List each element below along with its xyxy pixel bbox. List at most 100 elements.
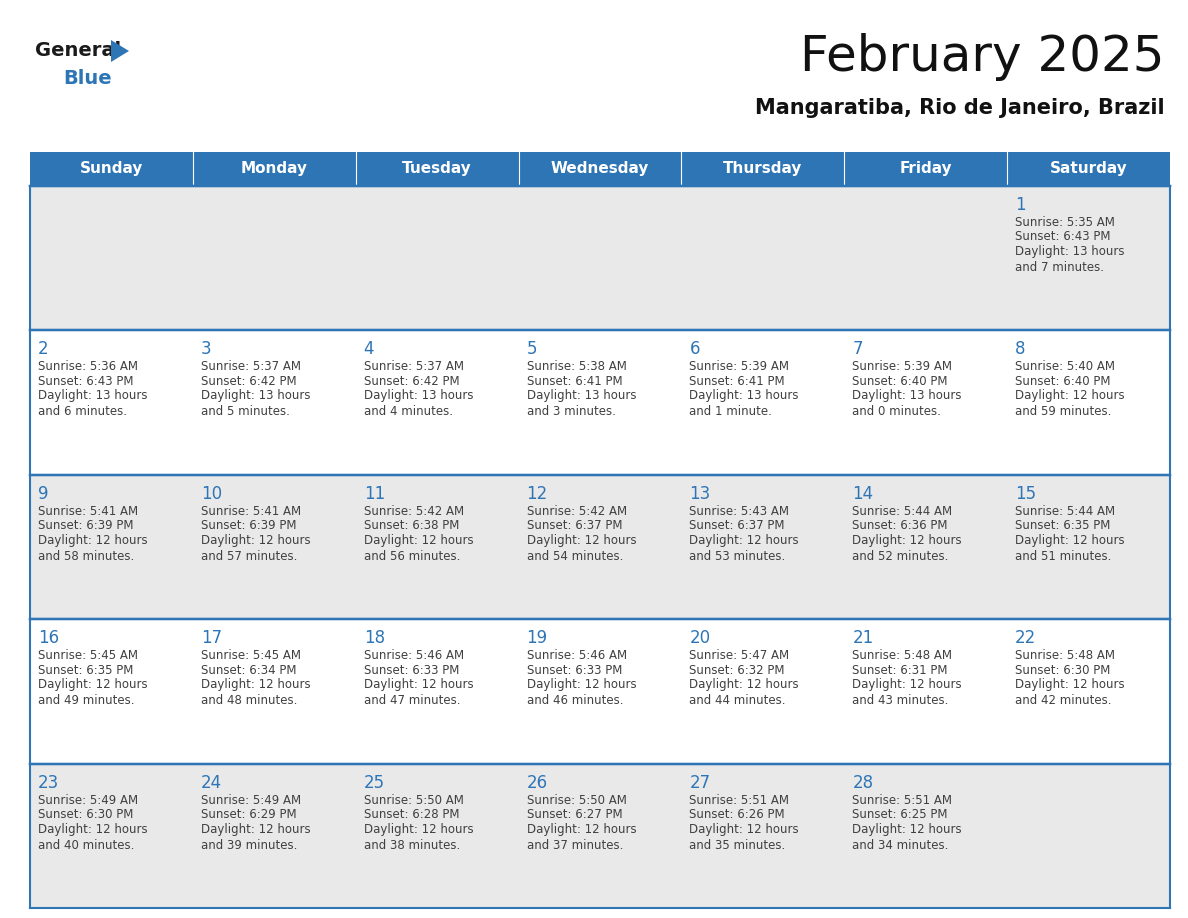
Bar [845, 152, 1007, 186]
Text: Thursday: Thursday [723, 162, 803, 176]
Bar [1007, 620, 1170, 764]
Text: Sunrise: 5:47 AM: Sunrise: 5:47 AM [689, 649, 790, 662]
Text: Sunset: 6:30 PM: Sunset: 6:30 PM [1015, 664, 1111, 677]
Text: Sunrise: 5:48 AM: Sunrise: 5:48 AM [1015, 649, 1116, 662]
Bar [192, 186, 355, 330]
Text: Sunday: Sunday [80, 162, 143, 176]
Text: 8: 8 [1015, 341, 1025, 358]
Text: Daylight: 12 hours
and 44 minutes.: Daylight: 12 hours and 44 minutes. [689, 678, 800, 707]
Text: Sunset: 6:34 PM: Sunset: 6:34 PM [201, 664, 296, 677]
Text: General: General [34, 41, 121, 61]
Text: Sunrise: 5:48 AM: Sunrise: 5:48 AM [852, 649, 953, 662]
Text: Daylight: 12 hours
and 52 minutes.: Daylight: 12 hours and 52 minutes. [852, 533, 962, 563]
Text: 19: 19 [526, 629, 548, 647]
Bar [30, 764, 192, 908]
Text: Sunrise: 5:51 AM: Sunrise: 5:51 AM [689, 793, 790, 807]
Text: 22: 22 [1015, 629, 1036, 647]
Text: Sunset: 6:35 PM: Sunset: 6:35 PM [1015, 520, 1111, 532]
Text: Sunrise: 5:36 AM: Sunrise: 5:36 AM [38, 361, 138, 374]
Text: Sunrise: 5:38 AM: Sunrise: 5:38 AM [526, 361, 626, 374]
Text: Daylight: 12 hours
and 58 minutes.: Daylight: 12 hours and 58 minutes. [38, 533, 147, 563]
Text: 23: 23 [38, 774, 59, 791]
Text: 5: 5 [526, 341, 537, 358]
Text: Daylight: 12 hours
and 47 minutes.: Daylight: 12 hours and 47 minutes. [364, 678, 473, 707]
Bar [845, 186, 1007, 330]
Bar [355, 186, 519, 330]
Text: 26: 26 [526, 774, 548, 791]
Text: Wednesday: Wednesday [551, 162, 649, 176]
Text: Sunset: 6:30 PM: Sunset: 6:30 PM [38, 808, 133, 821]
Text: 18: 18 [364, 629, 385, 647]
Text: Sunrise: 5:37 AM: Sunrise: 5:37 AM [364, 361, 463, 374]
Text: Daylight: 13 hours
and 1 minute.: Daylight: 13 hours and 1 minute. [689, 389, 798, 419]
Bar [192, 330, 355, 475]
Bar [30, 475, 192, 620]
Text: Daylight: 13 hours
and 4 minutes.: Daylight: 13 hours and 4 minutes. [364, 389, 473, 419]
Text: 15: 15 [1015, 485, 1036, 503]
Text: Daylight: 12 hours
and 34 minutes.: Daylight: 12 hours and 34 minutes. [852, 823, 962, 852]
Text: Sunrise: 5:43 AM: Sunrise: 5:43 AM [689, 505, 790, 518]
Text: 1: 1 [1015, 196, 1025, 214]
Text: Daylight: 12 hours
and 42 minutes.: Daylight: 12 hours and 42 minutes. [1015, 678, 1125, 707]
Text: Daylight: 12 hours
and 37 minutes.: Daylight: 12 hours and 37 minutes. [526, 823, 637, 852]
Text: Sunset: 6:28 PM: Sunset: 6:28 PM [364, 808, 460, 821]
Text: 16: 16 [38, 629, 59, 647]
Text: Sunset: 6:37 PM: Sunset: 6:37 PM [689, 520, 785, 532]
Text: Sunset: 6:37 PM: Sunset: 6:37 PM [526, 520, 623, 532]
Bar [192, 620, 355, 764]
Bar [1007, 330, 1170, 475]
Polygon shape [110, 40, 129, 62]
Text: 9: 9 [38, 485, 49, 503]
Text: Sunrise: 5:50 AM: Sunrise: 5:50 AM [364, 793, 463, 807]
Text: Daylight: 13 hours
and 3 minutes.: Daylight: 13 hours and 3 minutes. [526, 389, 636, 419]
Text: Sunset: 6:25 PM: Sunset: 6:25 PM [852, 808, 948, 821]
Bar [355, 620, 519, 764]
Text: 27: 27 [689, 774, 710, 791]
Text: Sunrise: 5:51 AM: Sunrise: 5:51 AM [852, 793, 953, 807]
Bar [1007, 186, 1170, 330]
Text: Sunrise: 5:45 AM: Sunrise: 5:45 AM [201, 649, 301, 662]
Text: Daylight: 12 hours
and 57 minutes.: Daylight: 12 hours and 57 minutes. [201, 533, 310, 563]
Text: 14: 14 [852, 485, 873, 503]
Text: Daylight: 12 hours
and 49 minutes.: Daylight: 12 hours and 49 minutes. [38, 678, 147, 707]
Text: Sunrise: 5:46 AM: Sunrise: 5:46 AM [526, 649, 627, 662]
Text: Daylight: 13 hours
and 5 minutes.: Daylight: 13 hours and 5 minutes. [201, 389, 310, 419]
Text: Mangaratiba, Rio de Janeiro, Brazil: Mangaratiba, Rio de Janeiro, Brazil [756, 98, 1165, 118]
Text: Daylight: 12 hours
and 56 minutes.: Daylight: 12 hours and 56 minutes. [364, 533, 473, 563]
Text: Sunrise: 5:40 AM: Sunrise: 5:40 AM [1015, 361, 1116, 374]
Text: Sunrise: 5:41 AM: Sunrise: 5:41 AM [38, 505, 138, 518]
Text: Sunset: 6:32 PM: Sunset: 6:32 PM [689, 664, 785, 677]
Text: Daylight: 12 hours
and 40 minutes.: Daylight: 12 hours and 40 minutes. [38, 823, 147, 852]
Bar [682, 475, 845, 620]
Text: Sunrise: 5:45 AM: Sunrise: 5:45 AM [38, 649, 138, 662]
Text: 11: 11 [364, 485, 385, 503]
Text: Sunrise: 5:39 AM: Sunrise: 5:39 AM [689, 361, 790, 374]
Text: Daylight: 12 hours
and 39 minutes.: Daylight: 12 hours and 39 minutes. [201, 823, 310, 852]
Text: Daylight: 13 hours
and 7 minutes.: Daylight: 13 hours and 7 minutes. [1015, 245, 1125, 274]
Text: Sunrise: 5:41 AM: Sunrise: 5:41 AM [201, 505, 301, 518]
Bar [845, 620, 1007, 764]
Bar [30, 330, 192, 475]
Text: Sunset: 6:40 PM: Sunset: 6:40 PM [852, 375, 948, 388]
Text: Blue: Blue [63, 70, 112, 88]
Text: 25: 25 [364, 774, 385, 791]
Bar [845, 764, 1007, 908]
Text: Sunset: 6:43 PM: Sunset: 6:43 PM [1015, 230, 1111, 243]
Text: Sunset: 6:38 PM: Sunset: 6:38 PM [364, 520, 459, 532]
Text: Sunset: 6:42 PM: Sunset: 6:42 PM [201, 375, 297, 388]
Text: Sunset: 6:29 PM: Sunset: 6:29 PM [201, 808, 297, 821]
Text: Friday: Friday [899, 162, 952, 176]
Text: Tuesday: Tuesday [403, 162, 472, 176]
Text: Sunrise: 5:50 AM: Sunrise: 5:50 AM [526, 793, 626, 807]
Bar [845, 330, 1007, 475]
Bar [519, 764, 682, 908]
Text: Sunrise: 5:49 AM: Sunrise: 5:49 AM [38, 793, 138, 807]
Text: Daylight: 12 hours
and 35 minutes.: Daylight: 12 hours and 35 minutes. [689, 823, 800, 852]
Bar [845, 475, 1007, 620]
Text: 17: 17 [201, 629, 222, 647]
Text: 12: 12 [526, 485, 548, 503]
Bar [519, 620, 682, 764]
Text: Sunset: 6:33 PM: Sunset: 6:33 PM [526, 664, 623, 677]
Text: Sunset: 6:26 PM: Sunset: 6:26 PM [689, 808, 785, 821]
Bar [519, 330, 682, 475]
